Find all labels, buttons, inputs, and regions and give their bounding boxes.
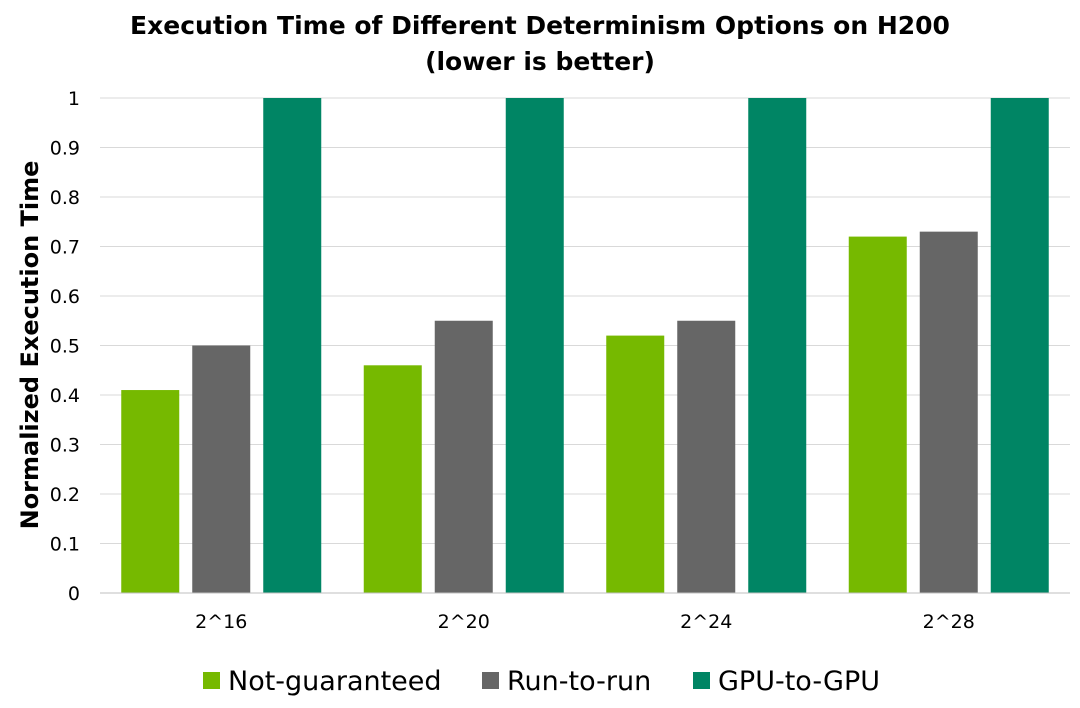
x-tick-label: 2^28 xyxy=(923,611,975,633)
bar-gpu-to-gpu-3 xyxy=(990,98,1049,593)
y-tick-label: 1 xyxy=(68,88,80,110)
bar-gpu-to-gpu-2 xyxy=(748,98,807,593)
y-axis-label: Normalized Execution Time xyxy=(16,161,44,530)
bar-not-guaranteed-2 xyxy=(606,335,665,593)
bars xyxy=(121,98,1049,593)
legend-swatch-gpu-to-gpu xyxy=(693,672,710,689)
bar-not-guaranteed-0 xyxy=(121,390,180,593)
y-tick-label: 0.2 xyxy=(50,484,80,506)
bar-not-guaranteed-1 xyxy=(363,365,422,593)
x-tick-label: 2^16 xyxy=(195,611,247,633)
y-tick-label: 0.3 xyxy=(50,435,80,457)
x-tick-label: 2^24 xyxy=(680,611,732,633)
bar-run-to-run-2 xyxy=(677,320,736,593)
y-tick-label: 0.9 xyxy=(50,138,80,160)
chart-subtitle: (lower is better) xyxy=(425,47,655,76)
bar-run-to-run-3 xyxy=(919,231,978,593)
bar-run-to-run-1 xyxy=(434,320,493,593)
bar-run-to-run-0 xyxy=(192,345,251,593)
x-tick-label: 2^20 xyxy=(438,611,490,633)
y-axis-ticks: 0 0.1 0.2 0.3 0.4 0.5 0.6 0.7 0.8 0.9 1 xyxy=(50,88,80,605)
legend-label-run-to-run: Run-to-run xyxy=(507,666,651,697)
bar-gpu-to-gpu-0 xyxy=(263,98,322,593)
y-tick-label: 0 xyxy=(68,583,80,605)
bar-gpu-to-gpu-1 xyxy=(505,98,564,593)
legend: Not-guaranteed Run-to-run GPU-to-GPU xyxy=(203,666,880,697)
legend-label-gpu-to-gpu: GPU-to-GPU xyxy=(718,666,880,697)
bar-not-guaranteed-3 xyxy=(848,236,907,593)
chart-title: Execution Time of Different Determinism … xyxy=(130,11,950,40)
x-axis-ticks: 2^16 2^20 2^24 2^28 xyxy=(195,611,975,633)
legend-swatch-run-to-run xyxy=(482,672,499,689)
y-tick-label: 0.8 xyxy=(50,187,80,209)
y-tick-label: 0.1 xyxy=(50,534,80,556)
y-tick-label: 0.4 xyxy=(50,385,80,407)
legend-label-not-guaranteed: Not-guaranteed xyxy=(228,666,442,697)
grid xyxy=(100,97,1070,544)
y-tick-label: 0.7 xyxy=(50,237,80,259)
y-tick-label: 0.6 xyxy=(50,286,80,308)
y-tick-label: 0.5 xyxy=(50,336,80,358)
legend-swatch-not-guaranteed xyxy=(203,672,220,689)
